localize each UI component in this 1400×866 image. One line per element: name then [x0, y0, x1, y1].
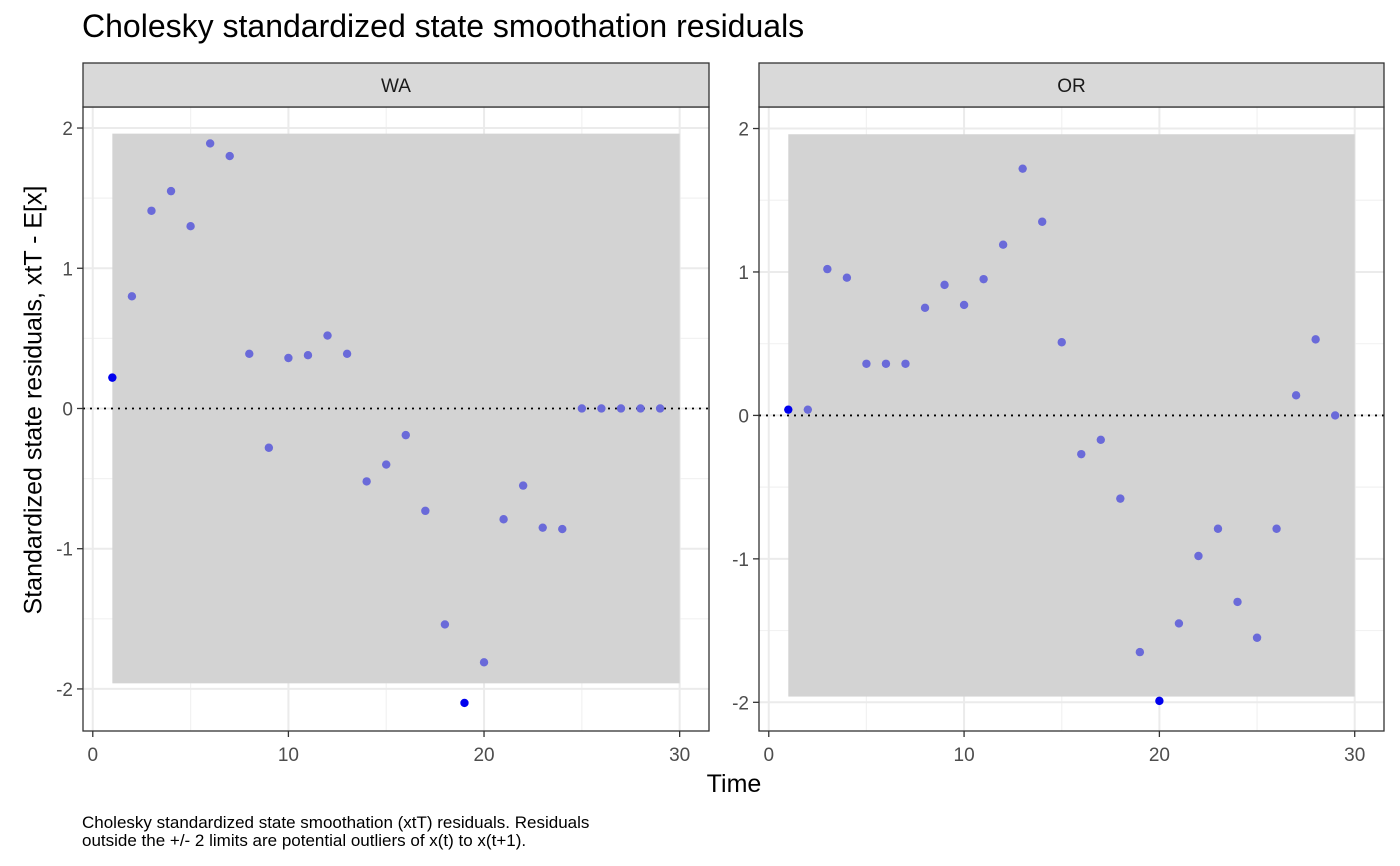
data-point [597, 404, 606, 413]
data-point [1194, 551, 1203, 561]
x-axis-title: Time [706, 770, 762, 798]
caption-line-1: Cholesky standardized state smoothation … [82, 813, 590, 832]
x-tick-label: 10 [954, 745, 975, 766]
data-point [920, 303, 930, 313]
data-point [479, 658, 489, 667]
data-point [186, 221, 195, 231]
data-point [1330, 411, 1340, 420]
data-point [264, 443, 274, 452]
data-point [421, 506, 430, 516]
y-tick-label: 1 [62, 259, 73, 280]
outlier-point [108, 373, 117, 382]
y-tick-label: 2 [62, 119, 73, 140]
outlier-point [784, 405, 793, 414]
data-point [1174, 619, 1184, 628]
data-point [940, 280, 949, 290]
x-tick-label: 20 [1149, 745, 1170, 766]
data-point [440, 620, 450, 629]
data-point [382, 460, 391, 469]
y-tick-label: -2 [56, 680, 73, 701]
data-point [979, 274, 988, 284]
data-point [303, 350, 313, 360]
data-point [803, 405, 813, 414]
data-point [636, 404, 645, 413]
data-point [1077, 449, 1086, 459]
data-point [499, 515, 508, 524]
y-tick-label: 0 [62, 399, 73, 420]
data-point [127, 292, 137, 301]
data-point [323, 331, 332, 340]
data-point [538, 523, 547, 532]
data-point [147, 206, 156, 215]
data-point [245, 349, 254, 358]
data-point [1116, 494, 1125, 503]
data-point [901, 359, 910, 368]
data-point [577, 404, 587, 413]
strip-background [758, 62, 1385, 108]
data-point [1057, 338, 1066, 347]
data-point [959, 300, 969, 310]
data-point [1291, 391, 1301, 400]
strip-label-or: OR [1057, 76, 1086, 97]
data-point [1272, 524, 1281, 533]
outlier-point [1155, 696, 1164, 706]
outlier-point [460, 698, 469, 708]
y-tick-label: -1 [732, 550, 749, 571]
data-point [284, 353, 293, 363]
caption: Cholesky standardized state smoothation … [82, 814, 589, 850]
x-tick-label: 20 [473, 745, 494, 766]
x-tick-label: 0 [87, 745, 98, 766]
data-point [401, 430, 410, 440]
data-point [205, 139, 215, 148]
data-point [362, 477, 371, 486]
data-point [342, 349, 352, 358]
x-tick-label: 0 [763, 745, 774, 766]
confidence-band [788, 134, 1355, 697]
caption-line-2: outside the +/- 2 limits are potential o… [82, 831, 527, 850]
data-point [558, 524, 567, 534]
y-tick-label: 0 [738, 406, 749, 427]
y-tick-label: -1 [56, 540, 73, 561]
strip-label-wa: WA [381, 76, 411, 97]
data-point [1135, 647, 1145, 657]
chart-title: Cholesky standardized state smoothation … [82, 8, 805, 44]
data-point [881, 359, 891, 368]
data-point [823, 264, 832, 274]
data-point [518, 481, 528, 490]
x-tick-label: 10 [278, 745, 299, 766]
x-tick-label: 30 [669, 745, 690, 766]
data-point [1311, 335, 1320, 344]
x-tick-label: 30 [1344, 745, 1365, 766]
data-point [1096, 435, 1105, 444]
data-point [1018, 164, 1027, 173]
data-point [166, 186, 176, 196]
y-tick-label: 2 [738, 120, 749, 141]
strip-background [82, 62, 710, 108]
data-point [998, 240, 1008, 249]
data-point [862, 359, 871, 368]
y-tick-label: 1 [738, 263, 749, 284]
data-point [1233, 597, 1242, 607]
data-point [1038, 217, 1047, 226]
data-point [616, 404, 626, 413]
data-point [655, 404, 665, 413]
y-tick-label: -2 [732, 693, 749, 714]
data-point [1252, 633, 1262, 642]
data-point [225, 151, 234, 161]
data-point [1213, 524, 1223, 533]
data-point [842, 273, 852, 282]
